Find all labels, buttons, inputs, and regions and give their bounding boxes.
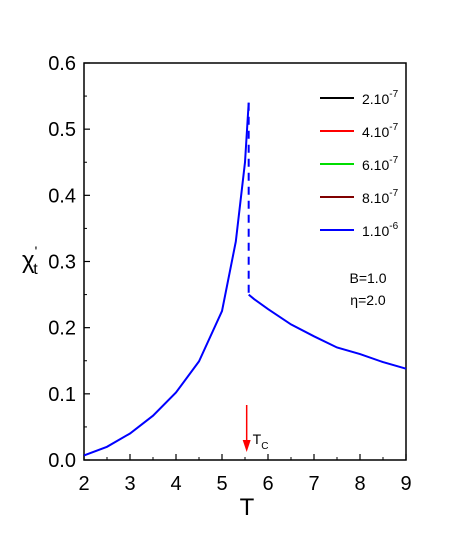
tc-label: TC bbox=[253, 431, 269, 452]
y-tick-label-0.4: 0.4 bbox=[48, 185, 76, 207]
legend-label-4: 8.10-7 bbox=[362, 188, 399, 206]
legend-label-2: 4.10-7 bbox=[362, 122, 399, 140]
y-axis-title-prime: ' bbox=[35, 243, 38, 259]
y-tick-label-0.1: 0.1 bbox=[48, 384, 76, 406]
curve-below-tc bbox=[83, 102, 250, 457]
curve-above-tc bbox=[248, 293, 407, 370]
y-axis-title-main: χ bbox=[22, 247, 35, 274]
y-tick-label-0.5: 0.5 bbox=[48, 119, 76, 141]
y-tick-label-0.3: 0.3 bbox=[48, 252, 76, 274]
x-tick-label-7: 7 bbox=[308, 473, 319, 495]
y-axis-title-sub: t bbox=[33, 261, 38, 278]
x-tick-label-4: 4 bbox=[170, 473, 181, 495]
param-label-2: η=2.0 bbox=[350, 292, 386, 308]
legend-label-1: 2.10-7 bbox=[362, 89, 399, 107]
y-axis-title: χ' t bbox=[22, 243, 38, 278]
y-tick-label-0.6: 0.6 bbox=[48, 53, 76, 75]
x-axis-ticks: 2 3 4 5 6 7 8 9 bbox=[78, 454, 412, 495]
y-tick-label-0.0: 0.0 bbox=[48, 450, 76, 472]
legend: 2.10-7 4.10-7 6.10-7 8.10-7 1.10-6 bbox=[320, 89, 399, 239]
annotations: B=1.0 η=2.0 TC bbox=[242, 270, 387, 452]
x-tick-label-5: 5 bbox=[216, 473, 227, 495]
data-curve bbox=[83, 102, 407, 457]
x-tick-label-9: 9 bbox=[400, 473, 411, 495]
plot-area bbox=[83, 62, 407, 461]
y-axis-ticks: 0.0 0.1 0.2 0.3 0.4 0.5 0.6 bbox=[48, 53, 90, 472]
x-tick-label-2: 2 bbox=[78, 473, 89, 495]
x-axis-title: T bbox=[240, 494, 255, 521]
legend-label-5: 1.10-6 bbox=[362, 221, 399, 239]
param-label-1: B=1.0 bbox=[350, 270, 387, 286]
x-tick-label-3: 3 bbox=[124, 473, 135, 495]
legend-label-3: 6.10-7 bbox=[362, 155, 399, 173]
x-tick-label-6: 6 bbox=[262, 473, 273, 495]
tc-arrow-head bbox=[242, 440, 251, 452]
y-tick-label-0.2: 0.2 bbox=[48, 318, 76, 340]
x-tick-label-8: 8 bbox=[354, 473, 365, 495]
